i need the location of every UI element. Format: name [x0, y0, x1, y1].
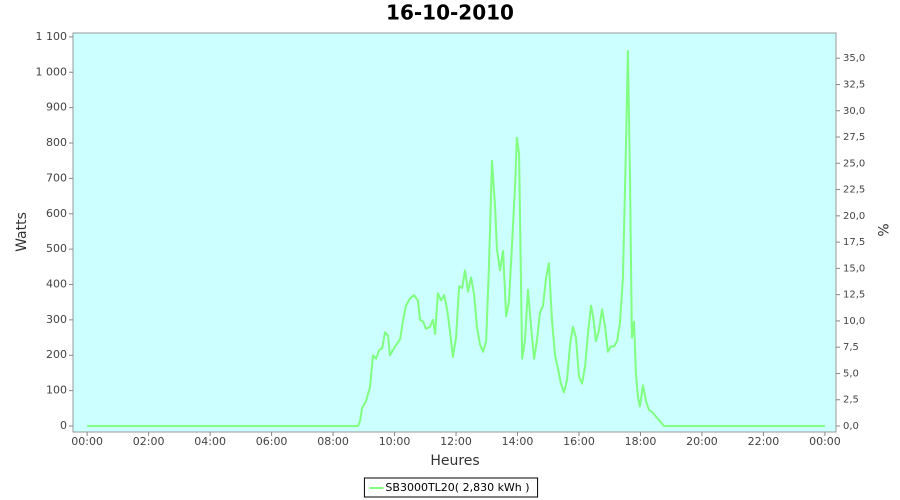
x-axis-label: Heures — [430, 453, 479, 469]
y2-axis-label: % — [874, 223, 890, 236]
data-line — [87, 50, 825, 427]
y-tick-label: 100 — [46, 384, 67, 397]
y-tick-label: 400 — [46, 277, 67, 290]
legend: SB3000TL20( 2,830 kWh ) — [363, 477, 539, 498]
x-tick-label: 02:00 — [133, 435, 165, 448]
y2-tick-label: 20,0 — [843, 211, 865, 222]
x-tick-label: 10:00 — [379, 435, 411, 448]
x-tick-label: 06:00 — [256, 435, 288, 448]
y2-tick-label: 0,0 — [843, 421, 859, 432]
y2-tick-label: 35,0 — [843, 53, 865, 64]
y2-tick-label: 12,5 — [843, 290, 865, 301]
y-tick-label: 200 — [46, 348, 67, 361]
legend-label: SB3000TL20( 2,830 kWh ) — [385, 481, 529, 494]
y2-tick-label: 17,5 — [843, 237, 865, 248]
x-tick-label: 04:00 — [194, 435, 226, 448]
y2-tick-label: 30,0 — [843, 106, 865, 117]
y-tick-label: 700 — [46, 171, 67, 184]
plot-area — [72, 32, 837, 433]
y-tick-label: 0 — [60, 419, 67, 432]
y2-tick-label: 22,5 — [843, 185, 865, 196]
x-tick-label: 00:00 — [71, 435, 103, 448]
x-tick-label: 12:00 — [440, 435, 472, 448]
y-axis-label: Watts — [14, 212, 30, 252]
legend-box — [363, 477, 539, 498]
y2-tick-label: 15,0 — [843, 263, 865, 274]
y2-tick-label: 27,5 — [843, 132, 865, 143]
x-tick-label: 22:00 — [748, 435, 780, 448]
y-tick-label: 300 — [46, 313, 67, 326]
y2-tick-label: 7,5 — [843, 342, 859, 353]
x-tick-label: 00:00 — [809, 435, 841, 448]
chart-title: 16-10-2010 — [386, 1, 514, 25]
y-tick-label: 900 — [46, 101, 67, 114]
y2-tick-label: 2,5 — [843, 395, 859, 406]
y2-tick-label: 32,5 — [843, 79, 865, 90]
x-tick-label: 18:00 — [625, 435, 657, 448]
y2-tick-label: 25,0 — [843, 158, 865, 169]
x-tick-label: 20:00 — [686, 435, 718, 448]
y-tick-label: 600 — [46, 207, 67, 220]
y-tick-label: 1 100 — [36, 30, 68, 43]
x-tick-label: 14:00 — [502, 435, 534, 448]
x-tick-label: 08:00 — [317, 435, 349, 448]
x-tick-label: 16:00 — [563, 435, 595, 448]
y2-tick-label: 10,0 — [843, 316, 865, 327]
y-tick-label: 500 — [46, 242, 67, 255]
y2-tick-label: 5,0 — [843, 368, 859, 379]
y-tick-label: 1 000 — [36, 65, 68, 78]
y-tick-label: 800 — [46, 136, 67, 149]
